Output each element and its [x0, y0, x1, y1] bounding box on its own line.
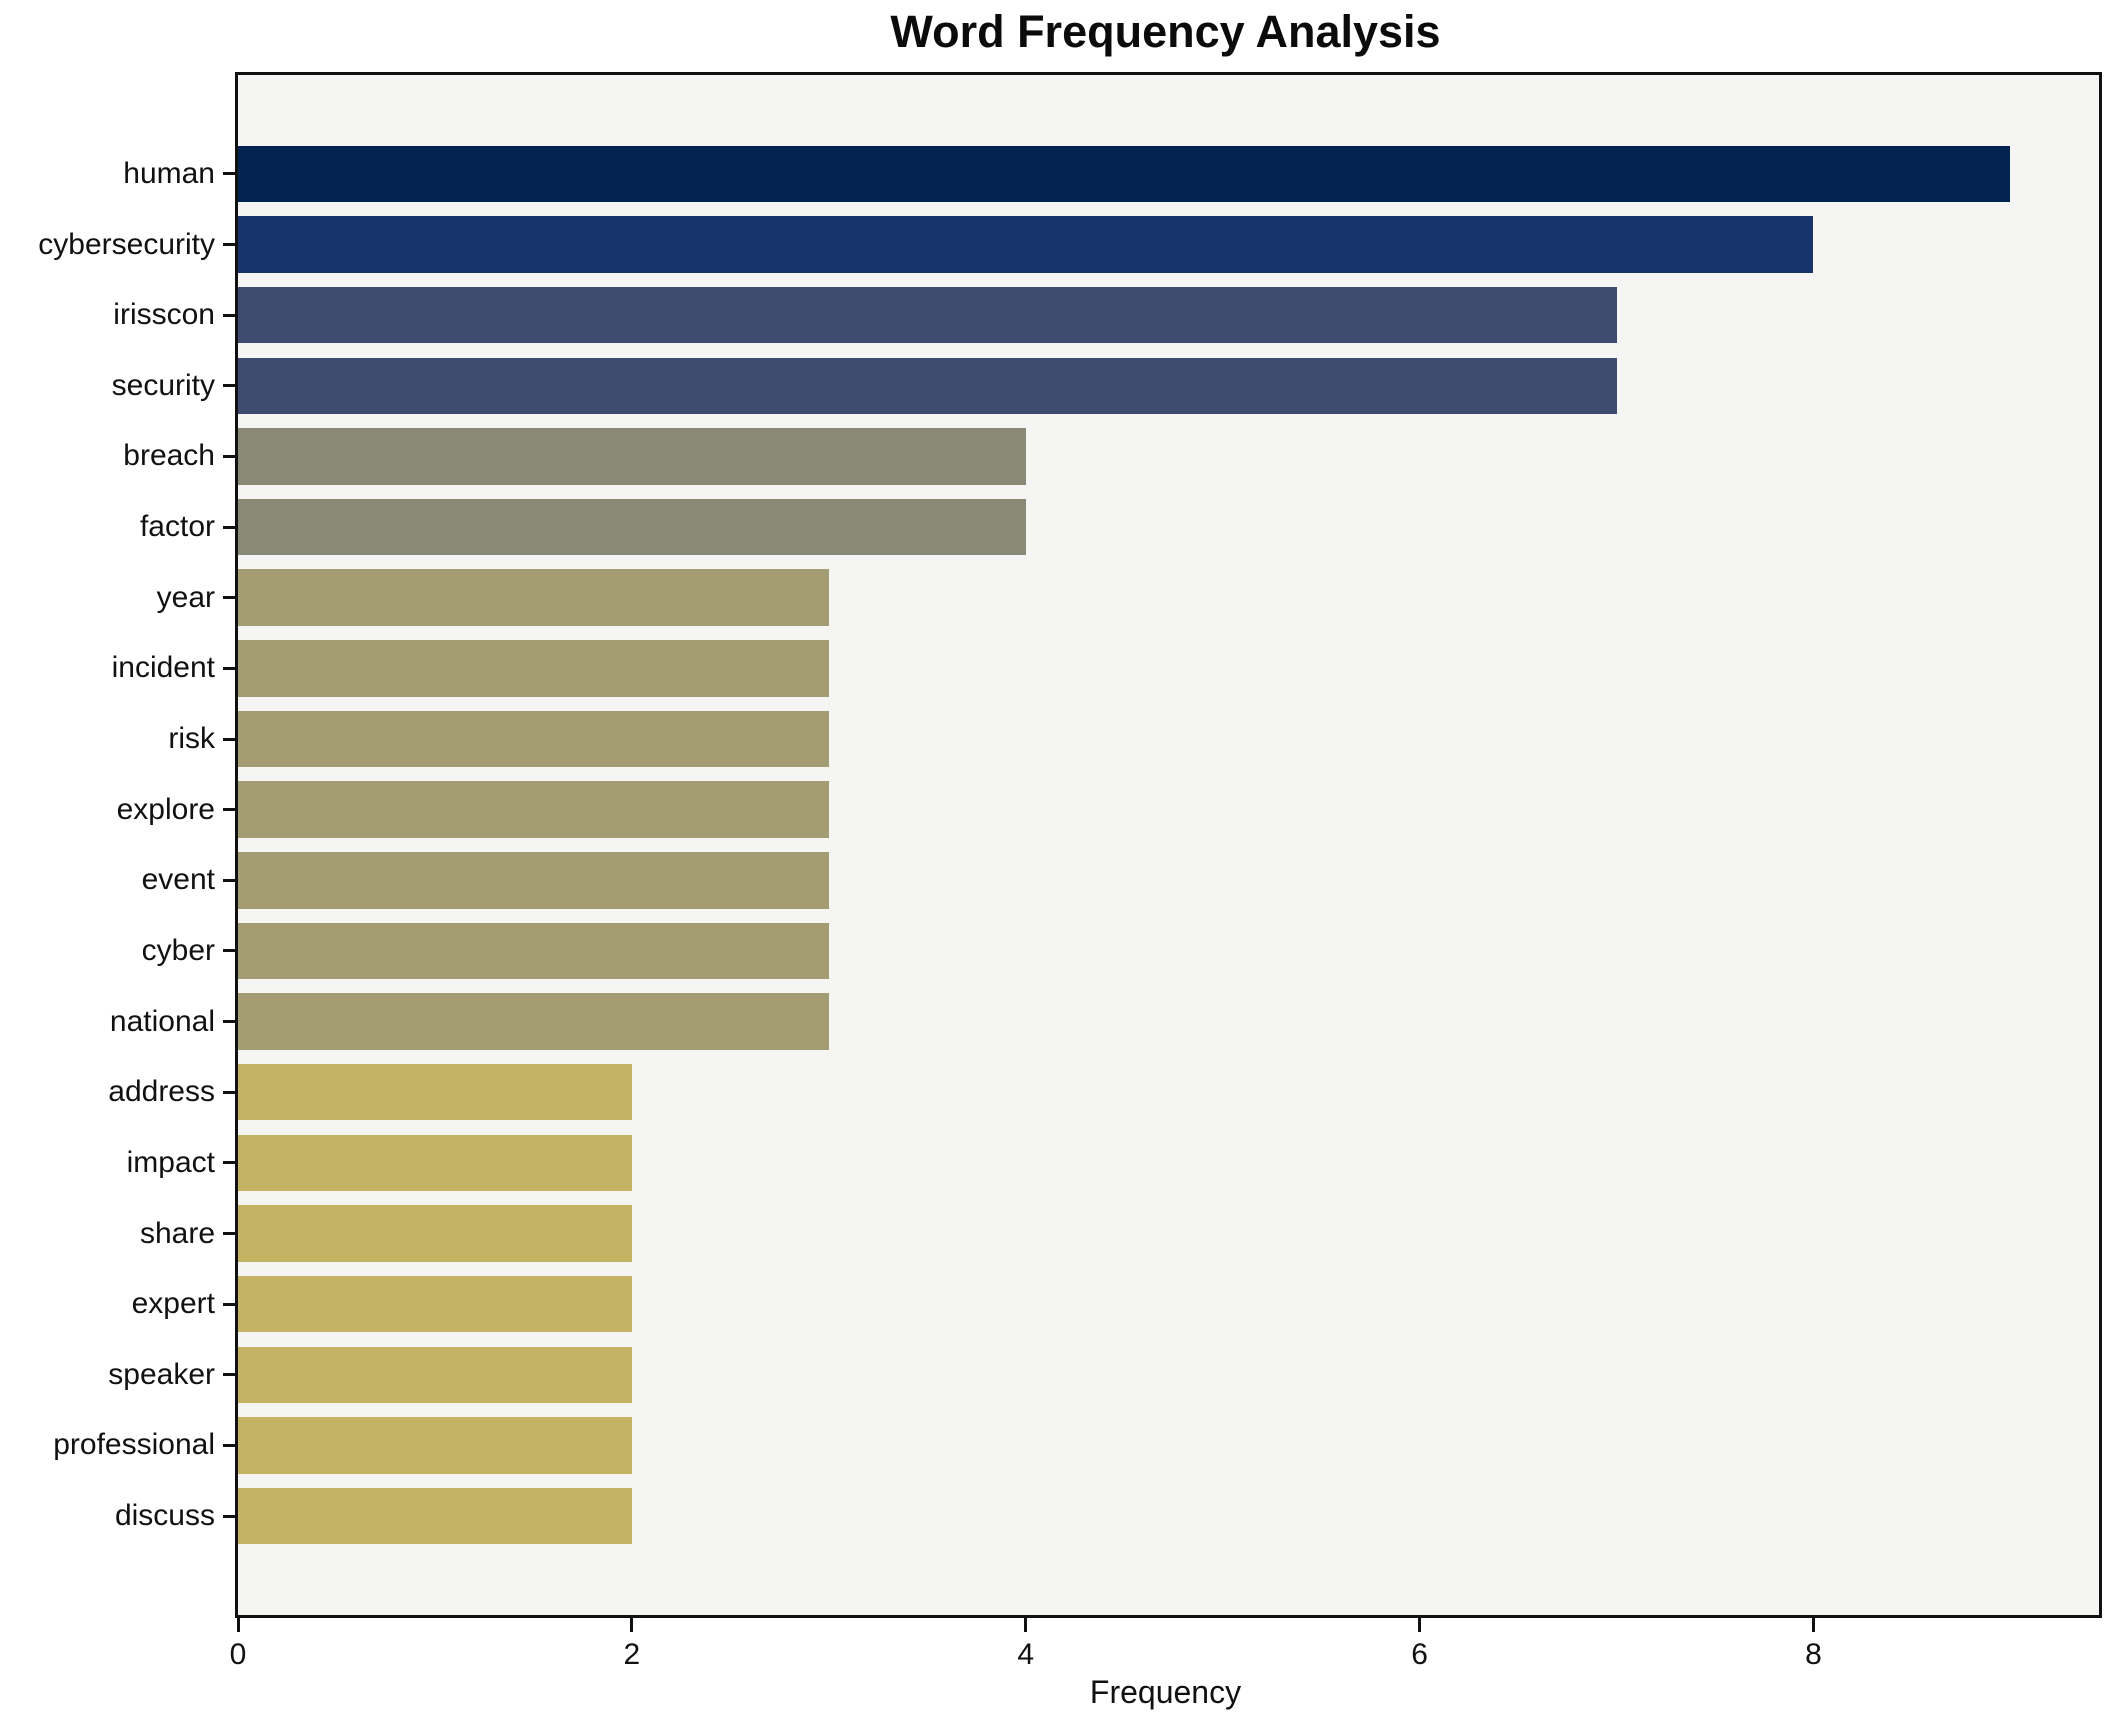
y-tick-label-discuss: discuss [114, 1499, 215, 1533]
y-tick-professional [223, 1443, 235, 1447]
y-tick-explore [223, 808, 235, 812]
y-tick-national [223, 1020, 235, 1024]
bar-security [238, 357, 1617, 415]
plot-area [235, 72, 2102, 1618]
y-tick-expert [223, 1302, 235, 1306]
x-tick-8 [1811, 1618, 1815, 1632]
y-tick-breach [223, 454, 235, 458]
y-tick-label-irisscon: irisscon [113, 298, 215, 332]
bar-share [238, 1205, 632, 1262]
y-tick-address [223, 1090, 235, 1094]
bar-discuss [238, 1487, 632, 1545]
y-tick-incident [223, 666, 235, 670]
bar-factor [238, 498, 1026, 556]
y-tick-impact [223, 1161, 235, 1165]
bar-speaker [238, 1346, 632, 1404]
y-tick-irisscon [223, 313, 235, 317]
bar-explore [238, 781, 829, 838]
bar-address [238, 1063, 632, 1121]
y-tick-speaker [223, 1373, 235, 1377]
y-tick-label-expert: expert [131, 1287, 215, 1321]
bar-impact [238, 1134, 632, 1192]
x-tick-6 [1418, 1618, 1422, 1632]
bar-professional [238, 1417, 632, 1474]
bar-breach [238, 428, 1026, 485]
y-tick-label-human: human [123, 156, 215, 190]
y-tick-event [223, 878, 235, 882]
y-tick-security [223, 384, 235, 388]
y-tick-label-event: event [141, 863, 215, 897]
y-tick-year [223, 596, 235, 600]
y-tick-cybersecurity [223, 243, 235, 247]
y-tick-label-breach: breach [123, 439, 215, 473]
y-tick-label-factor: factor [139, 510, 215, 544]
y-tick-label-security: security [111, 368, 215, 402]
x-tick-label-0: 0 [229, 1638, 247, 1671]
x-tick-label-8: 8 [1805, 1638, 1822, 1671]
bar-incident [238, 640, 829, 697]
y-tick-label-incident: incident [111, 651, 215, 685]
y-tick-label-cyber: cyber [141, 933, 215, 967]
bar-event [238, 852, 829, 909]
y-tick-discuss [223, 1514, 235, 1518]
bar-cybersecurity [238, 216, 1814, 273]
bar-human [238, 145, 2011, 203]
bar-risk [238, 710, 829, 768]
y-tick-label-cybersecurity: cybersecurity [38, 227, 215, 261]
y-tick-label-explore: explore [116, 792, 215, 826]
bar-year [238, 569, 829, 626]
bar-expert [238, 1275, 632, 1333]
x-tick-0 [236, 1618, 240, 1632]
x-tick-label-6: 6 [1411, 1638, 1428, 1671]
x-tick-label-2: 2 [623, 1638, 641, 1671]
y-tick-label-risk: risk [168, 722, 215, 756]
bar-cyber [238, 922, 829, 980]
y-tick-label-impact: impact [126, 1145, 215, 1179]
x-axis-label: Frequency [1089, 1674, 1242, 1710]
y-tick-label-address: address [108, 1075, 215, 1109]
x-tick-4 [1024, 1618, 1028, 1632]
y-tick-label-year: year [156, 580, 215, 614]
y-tick-human [223, 172, 235, 176]
y-tick-label-professional: professional [53, 1428, 215, 1462]
y-tick-label-share: share [139, 1216, 215, 1250]
x-tick-label-4: 4 [1017, 1638, 1035, 1671]
y-tick-risk [223, 737, 235, 741]
y-tick-label-speaker: speaker [108, 1357, 215, 1391]
chart-title: Word Frequency Analysis [890, 6, 1441, 57]
y-tick-share [223, 1232, 235, 1236]
y-tick-factor [223, 525, 235, 529]
y-tick-label-national: national [109, 1004, 215, 1038]
bar-national [238, 993, 829, 1050]
x-tick-2 [630, 1618, 634, 1632]
bar-irisscon [238, 286, 1617, 344]
y-tick-cyber [223, 949, 235, 953]
